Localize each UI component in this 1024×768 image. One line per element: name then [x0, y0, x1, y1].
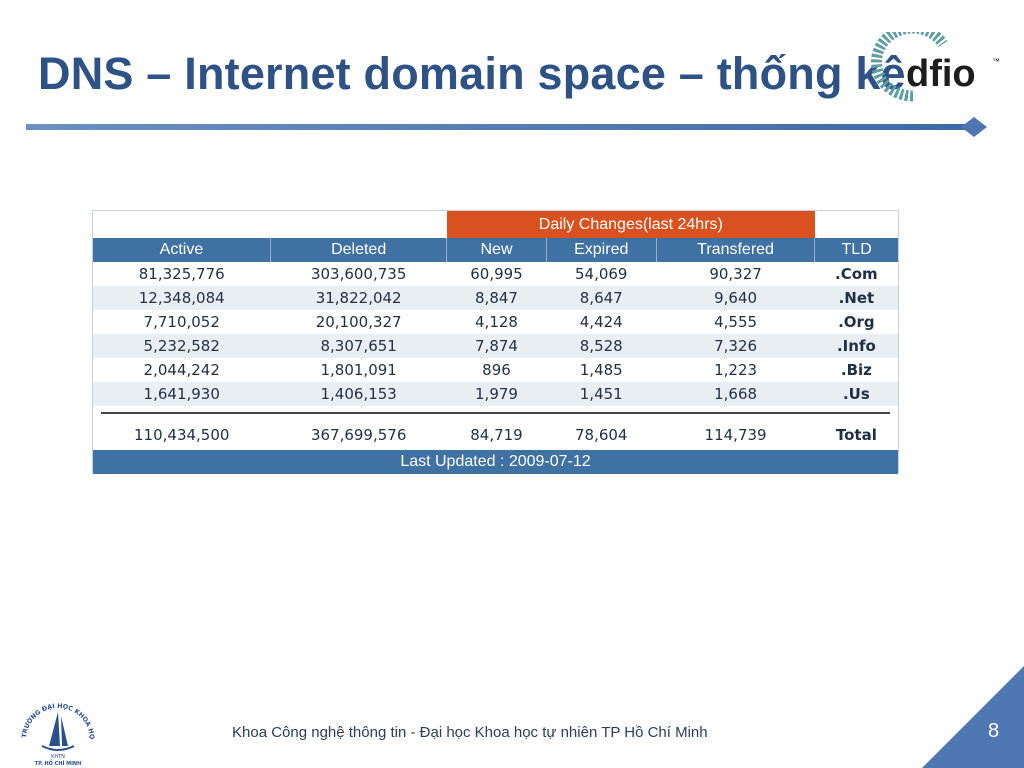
- table-row-us: 1,641,930 1,406,153 1,979 1,451 1,668 .U…: [93, 382, 898, 406]
- table-row-biz: 2,044,242 1,801,091 896 1,485 1,223 .Biz: [93, 358, 898, 382]
- table-cell: 1,641,930: [93, 382, 271, 406]
- table-cell: 90,327: [709, 265, 762, 283]
- column-header-tld: TLD: [814, 238, 898, 262]
- table-cell: 31,822,042: [270, 286, 447, 310]
- table-cell: 7,326: [656, 334, 815, 358]
- table-cell: 60,995: [470, 265, 523, 283]
- logo-trademark: ™: [992, 57, 1000, 66]
- table-cell: 1,406,153: [270, 382, 447, 406]
- university-logo: TRƯỜNG ĐẠI HỌC KHOA HỌC TỰ NHIÊN KHTN TP…: [8, 690, 95, 766]
- total-cell: 78,604: [574, 426, 628, 444]
- column-header-row: Active Deleted New Expired Transfered TL…: [93, 238, 898, 262]
- column-header-active: Active: [93, 238, 271, 262]
- total-label: Total: [835, 426, 877, 444]
- slide-title: DNS – Internet domain space – thống kê: [38, 48, 906, 99]
- table-cell: 8,528: [546, 334, 657, 358]
- table-cell: 1,223: [714, 361, 758, 379]
- table-row-info: 5,232,582 8,307,651 7,874 8,528 7,326 .I…: [93, 334, 898, 358]
- table-cell: 1,668: [656, 382, 815, 406]
- total-cell: 367,699,576: [310, 426, 407, 444]
- table-cell: 8,307,651: [270, 334, 447, 358]
- table-cell: 81,325,776: [138, 265, 225, 283]
- table-cell: 1,451: [546, 382, 657, 406]
- column-header-deleted: Deleted: [270, 238, 448, 262]
- sail-icon: [49, 712, 60, 746]
- tld-cell: .Com: [835, 265, 878, 283]
- page-number: 8: [988, 720, 1000, 742]
- divider-row: [93, 406, 898, 420]
- table-cell: 20,100,327: [315, 313, 402, 331]
- dfio-logo: dfio ™: [870, 32, 1000, 102]
- table-cell: 4,424: [579, 313, 623, 331]
- column-header-expired: Expired: [546, 238, 657, 262]
- table-cell: 8,847: [446, 286, 547, 310]
- university-logo-center-text: KHTN: [51, 754, 65, 760]
- table-cell: 9,640: [656, 286, 815, 310]
- title-underline: [26, 117, 987, 137]
- column-header-new: New: [446, 238, 547, 262]
- tld-cell: .Info: [814, 334, 898, 358]
- table-cell: 5,232,582: [93, 334, 271, 358]
- logo-wordmark: dfio: [906, 53, 976, 95]
- footer-text: Khoa Công nghệ thông tin - Đại học Khoa …: [232, 724, 708, 741]
- sail-icon: [61, 716, 68, 746]
- total-cell: 84,719: [470, 426, 523, 444]
- table-cell: 8,647: [546, 286, 657, 310]
- university-logo-ring-text: TRƯỜNG ĐẠI HỌC KHOA HỌC TỰ NHIÊN: [8, 690, 95, 740]
- logo-arc: [870, 32, 948, 102]
- table-cell: 2,044,242: [143, 361, 220, 379]
- table-cell: 4,555: [714, 313, 758, 331]
- daily-changes-header: Daily Changes(last 24hrs): [446, 211, 815, 238]
- column-header-transfered: Transfered: [656, 238, 816, 262]
- tld-cell: .Net: [814, 286, 898, 310]
- table-row-org: 7,710,052 20,100,327 4,128 4,424 4,555 .…: [93, 310, 898, 334]
- table-cell: 4,128: [475, 313, 518, 331]
- corner-decoration: [922, 666, 1024, 768]
- tld-cell: .Biz: [840, 361, 872, 379]
- table-cell: 1,801,091: [320, 361, 397, 379]
- university-logo-bottom-text: TP. HỒ CHÍ MINH: [35, 758, 82, 766]
- total-cell: 110,434,500: [134, 426, 230, 444]
- total-divider: [101, 412, 890, 414]
- table-cell: 12,348,084: [93, 286, 271, 310]
- table-cell: 54,069: [574, 265, 628, 283]
- last-updated-text: Last Updated : 2009-07-12: [93, 450, 898, 474]
- table-cell: 896: [482, 361, 511, 379]
- table-cell: 7,874: [446, 334, 547, 358]
- table-cell: 7,710,052: [143, 313, 220, 331]
- tld-cell: .Org: [838, 313, 875, 331]
- table-row-com: 81,325,776 303,600,735 60,995 54,069 90,…: [93, 262, 898, 286]
- total-cell: 114,739: [704, 426, 767, 444]
- group-header-row: Daily Changes(last 24hrs): [93, 211, 898, 238]
- table-cell: 303,600,735: [310, 265, 407, 283]
- wave-icon: [41, 745, 75, 751]
- totals-row: 110,434,500 367,699,576 84,719 78,604 11…: [93, 420, 898, 450]
- table-row-net: 12,348,084 31,822,042 8,847 8,647 9,640 …: [93, 286, 898, 310]
- table-cell: 1,979: [446, 382, 547, 406]
- last-updated-row: Last Updated : 2009-07-12: [93, 450, 898, 474]
- tld-cell: .Us: [814, 382, 898, 406]
- table-cell: 1,485: [579, 361, 623, 379]
- domain-statistics-table: Daily Changes(last 24hrs) Active Deleted…: [92, 210, 899, 474]
